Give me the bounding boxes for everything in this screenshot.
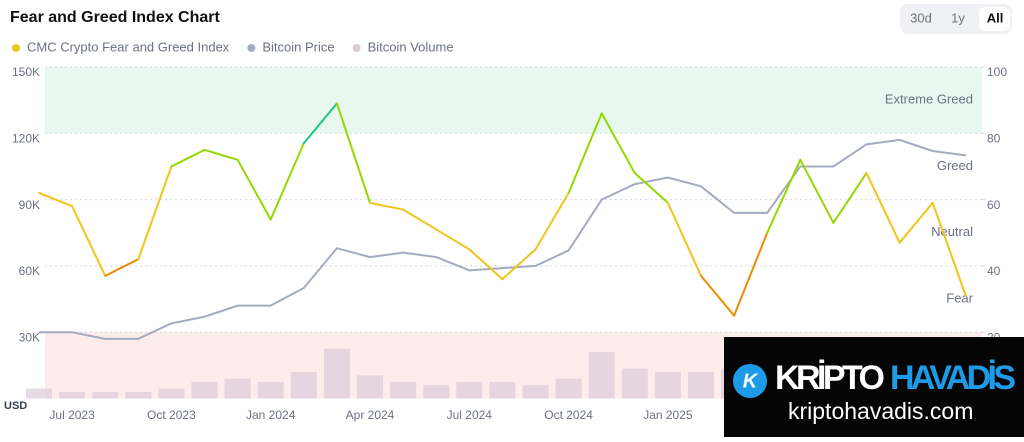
watermark-box [724,337,1024,437]
volume-bar [323,348,350,399]
volume-bar [390,381,417,399]
volume-bar [92,391,119,399]
index-line-segment [71,205,107,277]
y-tick-label: 30K [19,330,40,344]
index-line-segment [766,158,802,234]
index-line-segment [302,102,338,145]
legend-dot [12,44,20,52]
volume-bar [191,381,218,399]
index-line-segment [799,158,835,224]
volume-bar [423,385,450,399]
index-line-segment [137,165,173,261]
index-line-segment [402,208,438,231]
legend-label: CMC Crypto Fear and Greed Index [27,39,230,54]
y-tick-label: 90K [19,198,40,212]
index-line-segment [104,258,140,277]
index-line-segment [898,201,934,244]
volume-bar [456,381,483,399]
index-line-segment [931,201,967,297]
volume-bar [257,381,284,399]
legend-label: Bitcoin Price [262,39,334,54]
watermark-logo-letter: K [743,370,759,392]
index-line-segment [38,191,74,208]
volume-bar [688,371,714,399]
index-line-segment [633,172,669,204]
index-line-segment [203,148,239,161]
volume-bar [489,381,516,399]
volume-bar [621,368,648,399]
zone-label: Greed [937,158,973,173]
y2-tick-label: 40 [987,264,1001,278]
y2-tick-label: 60 [987,198,1001,212]
zone-label: Extreme Greed [885,92,973,107]
volume-bar [357,375,383,399]
x-tick-label: Jan 2024 [246,408,296,422]
index-line-segment [170,148,206,168]
x-tick-label: Oct 2024 [544,408,593,422]
watermark-brand: HAVADİS [890,359,1016,397]
y2-tick-label: 80 [987,131,1001,145]
x-tick-label: Apr 2024 [346,408,395,422]
y-tick-label: 150K [12,65,40,79]
volume-bar [125,391,152,399]
volume-bar [290,371,317,399]
volume-bar [555,378,582,399]
watermark-brand: KRİPTO [775,359,885,397]
zone-label: Fear [946,290,973,305]
index-line-segment [534,191,570,251]
volume-bar [26,388,52,399]
y-tick-label: 120K [12,131,40,145]
x-tick-label: Jan 2025 [643,408,693,422]
index-line-segment [700,274,736,317]
index-line-segment [733,231,769,317]
index-line-segment [269,142,305,221]
range-button[interactable]: 1y [951,10,965,25]
range-button-bg [979,7,1010,31]
index-line-segment [501,248,537,281]
watermark-logo [733,364,767,398]
x-tick-label: Jul 2024 [447,408,493,422]
index-line-segment [236,158,272,221]
index-line-segment [435,228,471,251]
legend-dot [247,44,256,52]
legend-dot [352,44,361,52]
y2-tick-label: 100 [987,65,1007,79]
zone-label: Neutral [931,224,973,239]
range-button[interactable]: 30d [910,10,932,25]
index-line-segment [468,248,504,281]
y-axis-label: USD [4,400,27,412]
index-line-segment [600,112,636,175]
volume-bar [654,371,681,399]
price-line [39,138,966,340]
index-line-segment [865,172,901,244]
legend-label: Bitcoin Volume [368,39,454,54]
volume-bar [59,391,86,399]
index-line-segment [666,201,702,277]
y-tick-label: 60K [19,264,40,278]
volume-bar [158,388,185,399]
volume-bar [588,352,615,399]
index-line-segment [832,172,868,224]
watermark-url: kriptohavadis.com [788,398,973,424]
volume-bar [522,385,549,399]
index-line-segment [369,201,405,211]
x-tick-label: Jul 2023 [49,408,95,422]
watermark: K KRİPTO HAVADİS kriptohavadis.com [724,337,1024,437]
zone-band [45,67,982,134]
index-line-segment [335,102,371,204]
range-button[interactable]: All [987,10,1004,25]
x-tick-label: Oct 2023 [147,408,196,422]
volume-bar [224,378,251,399]
index-line-segment [567,112,603,194]
chart-title: Fear and Greed Index Chart [10,9,221,26]
